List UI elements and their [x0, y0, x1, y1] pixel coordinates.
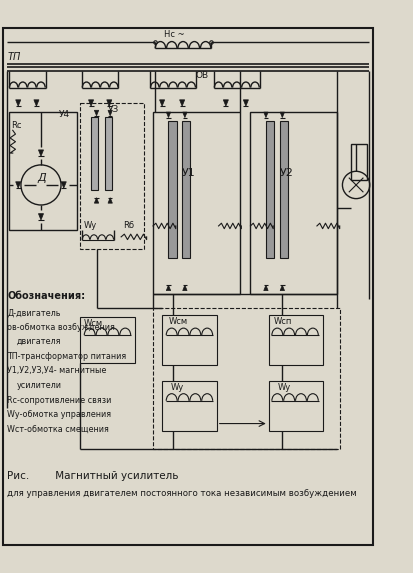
- Polygon shape: [159, 100, 165, 106]
- Text: ТП: ТП: [7, 52, 21, 62]
- Text: У1: У1: [182, 168, 196, 178]
- Bar: [9, 112, 77, 230]
- Text: У2: У2: [280, 168, 294, 178]
- Text: У4: У4: [59, 109, 70, 119]
- Polygon shape: [280, 285, 285, 291]
- Polygon shape: [94, 198, 99, 203]
- Text: УЗ: УЗ: [107, 105, 119, 114]
- Polygon shape: [88, 100, 94, 106]
- Polygon shape: [94, 110, 99, 116]
- Bar: [250, 112, 337, 295]
- Text: ТП-трансформатор питания: ТП-трансформатор питания: [7, 352, 126, 361]
- Polygon shape: [264, 285, 268, 291]
- Text: усилители: усилители: [17, 381, 62, 390]
- Bar: [351, 144, 367, 180]
- Bar: [280, 121, 288, 258]
- Bar: [162, 315, 217, 365]
- Bar: [80, 103, 144, 249]
- Polygon shape: [38, 150, 43, 156]
- Text: Wу-обмотка управления: Wу-обмотка управления: [7, 410, 112, 419]
- Bar: [169, 121, 177, 258]
- Text: Д-двигатель: Д-двигатель: [7, 308, 61, 317]
- Text: Обозначения:: Обозначения:: [7, 291, 85, 301]
- Polygon shape: [180, 100, 185, 106]
- Text: Wу: Wу: [171, 383, 185, 392]
- Text: Wу: Wу: [84, 221, 97, 230]
- Polygon shape: [243, 100, 249, 106]
- Bar: [153, 308, 340, 449]
- Polygon shape: [38, 214, 43, 220]
- Polygon shape: [166, 112, 171, 117]
- Text: Рис.        Магнитный усилитель: Рис. Магнитный усилитель: [7, 471, 179, 481]
- Text: Wсм: Wсм: [169, 317, 188, 326]
- Bar: [105, 117, 112, 190]
- Polygon shape: [223, 100, 228, 106]
- Polygon shape: [108, 198, 112, 203]
- Text: Rс: Rс: [11, 120, 21, 129]
- Text: двигателя: двигателя: [17, 337, 61, 346]
- Text: для управления двигателем постоянного тока независимым возбуждением: для управления двигателем постоянного то…: [7, 489, 357, 497]
- Text: ОВ: ОВ: [196, 72, 209, 80]
- Bar: [153, 112, 240, 295]
- Text: У1,У2,УЗ,У4- магнитные: У1,У2,УЗ,У4- магнитные: [7, 367, 107, 375]
- Text: Wст-обмотка смещения: Wст-обмотка смещения: [7, 425, 109, 434]
- Bar: [182, 121, 190, 258]
- Text: Wсм: Wсм: [84, 319, 103, 328]
- Bar: [266, 121, 274, 258]
- Polygon shape: [264, 112, 268, 117]
- Text: ов-обмотка возбуждения: ов-обмотка возбуждения: [7, 323, 115, 332]
- Text: Wу: Wу: [278, 383, 291, 392]
- Polygon shape: [183, 285, 187, 291]
- Polygon shape: [280, 112, 285, 117]
- Bar: [91, 117, 98, 190]
- Text: Rб: Rб: [123, 221, 134, 230]
- Bar: [80, 317, 135, 363]
- Bar: [162, 381, 217, 431]
- Polygon shape: [107, 100, 112, 106]
- Bar: [269, 315, 323, 365]
- Text: Д: Д: [37, 173, 46, 183]
- Polygon shape: [16, 100, 21, 106]
- Polygon shape: [108, 110, 112, 116]
- Polygon shape: [34, 100, 39, 106]
- Polygon shape: [166, 285, 171, 291]
- Text: Rс-сопротивление связи: Rс-сопротивление связи: [7, 395, 112, 405]
- Bar: [269, 381, 323, 431]
- Polygon shape: [61, 182, 66, 188]
- Text: Нс ~: Нс ~: [164, 29, 185, 38]
- Polygon shape: [16, 182, 21, 188]
- Polygon shape: [183, 112, 187, 117]
- Text: Wсп: Wсп: [273, 317, 292, 326]
